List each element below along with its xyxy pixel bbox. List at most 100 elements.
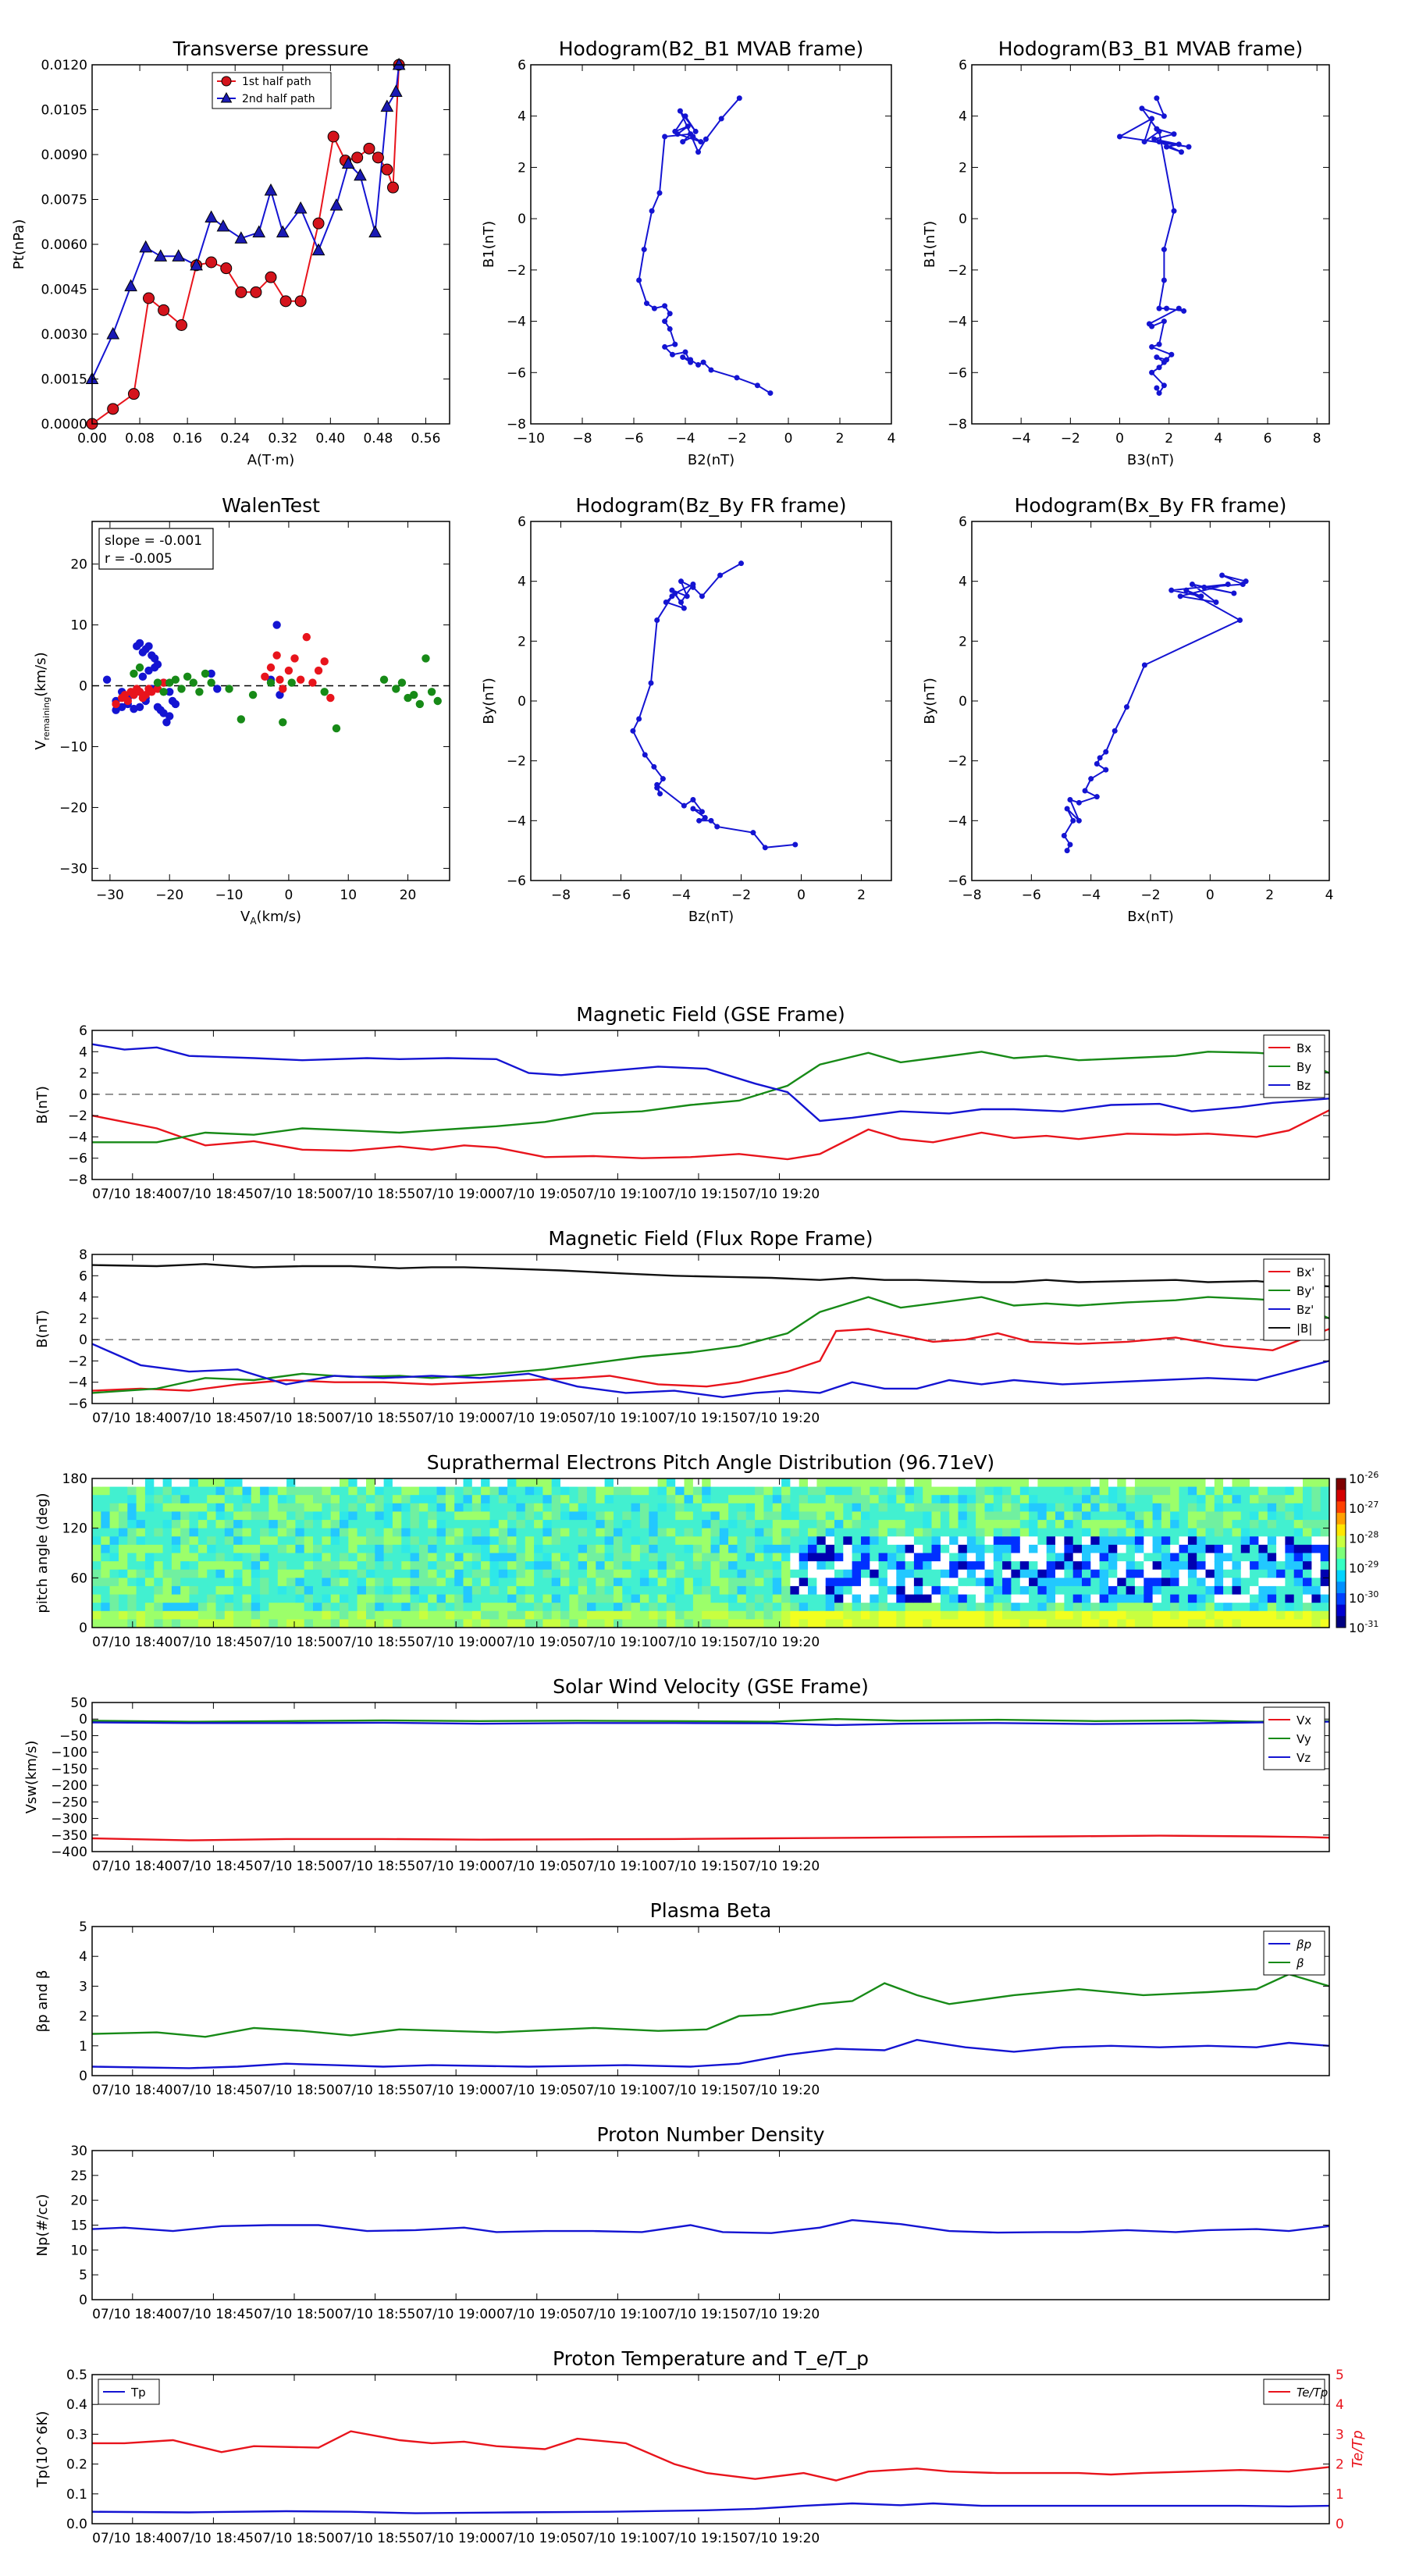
pad-cell xyxy=(728,1503,738,1512)
pad-cell xyxy=(1161,1528,1171,1537)
pad-cell xyxy=(136,1619,146,1628)
pad-title: Suprathermal Electrons Pitch Angle Distr… xyxy=(427,1451,994,1474)
pad-cell xyxy=(834,1578,844,1587)
pad-cell xyxy=(976,1478,985,1488)
hodo1-point xyxy=(667,326,673,332)
pad-cell xyxy=(755,1486,764,1496)
pad-cell xyxy=(197,1478,208,1488)
pad-cell xyxy=(614,1585,623,1596)
pad-cell xyxy=(383,1520,393,1529)
pad-cell xyxy=(330,1569,340,1578)
hodo4-point xyxy=(1094,794,1100,800)
pad-cell xyxy=(454,1478,464,1488)
mag_gse-ytick-label: 4 xyxy=(79,1044,87,1060)
pad-cell xyxy=(428,1511,438,1521)
hodo4-title: Hodogram(Bx_By FR frame) xyxy=(1015,494,1287,517)
mag_gse-time-label: 07/10 19:15 xyxy=(658,1187,738,1202)
pad-cell xyxy=(1055,1511,1065,1521)
pad-cell xyxy=(215,1561,226,1571)
pad-cell xyxy=(269,1585,279,1596)
pad-cell xyxy=(215,1594,226,1603)
pad-cell xyxy=(1223,1561,1232,1571)
pad-cell xyxy=(489,1619,500,1628)
pad-cell xyxy=(825,1503,835,1512)
pad-cell xyxy=(675,1594,685,1603)
pad-cell xyxy=(745,1610,756,1620)
pad-cell xyxy=(719,1495,729,1504)
pad-cell xyxy=(649,1619,659,1628)
mag_gse-legend-label: Bx xyxy=(1297,1041,1311,1055)
pad-cell xyxy=(1311,1594,1321,1603)
pad-cell xyxy=(348,1578,358,1587)
pad-cell xyxy=(657,1578,667,1587)
pad-cell xyxy=(260,1511,269,1521)
pad-cell xyxy=(604,1553,614,1562)
hodo1-point xyxy=(708,367,714,373)
pad-cell xyxy=(1019,1503,1030,1512)
hodo4-point xyxy=(1061,833,1067,838)
pad-cell xyxy=(657,1619,667,1628)
pad-cell xyxy=(1161,1544,1171,1554)
pad-cell xyxy=(614,1486,623,1496)
pad-cell xyxy=(1267,1544,1277,1554)
pad-cell xyxy=(498,1511,508,1521)
pad-cell xyxy=(657,1478,667,1488)
pad-cell xyxy=(418,1578,429,1587)
pad-cell xyxy=(463,1544,473,1554)
pad-cell xyxy=(269,1544,279,1554)
pad-cell xyxy=(1144,1486,1154,1496)
hodo4-point xyxy=(1067,841,1073,848)
pad-cell xyxy=(454,1511,464,1521)
pad-cell xyxy=(410,1561,420,1571)
pad-cell xyxy=(931,1619,941,1628)
pad-cell xyxy=(1187,1520,1197,1529)
pad-cell xyxy=(260,1578,269,1587)
pad-cell xyxy=(436,1603,446,1612)
pad-cell xyxy=(560,1503,570,1512)
pad-cell xyxy=(1320,1553,1329,1562)
pad-cell xyxy=(197,1569,208,1578)
pad-cell xyxy=(1258,1603,1268,1612)
pad-cell xyxy=(1046,1536,1056,1546)
pad-cell xyxy=(1144,1520,1154,1529)
pad-cell xyxy=(666,1578,676,1587)
pad-cell xyxy=(101,1603,111,1612)
pad-cell xyxy=(834,1619,844,1628)
pad-cell xyxy=(808,1486,817,1496)
pad-cell xyxy=(940,1619,950,1628)
pad-cell xyxy=(154,1503,164,1512)
hodo2-ytick-label: 6 xyxy=(959,58,967,73)
pad-cell xyxy=(340,1610,349,1620)
pad-cell xyxy=(834,1520,844,1529)
pad-cell xyxy=(560,1578,570,1587)
pad-cell xyxy=(587,1569,596,1578)
pad-cell xyxy=(366,1553,375,1562)
pad-cell xyxy=(781,1486,791,1496)
pad-cell xyxy=(1117,1603,1127,1612)
pad-cell xyxy=(551,1594,561,1603)
pad-cell xyxy=(737,1486,747,1496)
pad-cell xyxy=(224,1585,234,1596)
pad-cell xyxy=(1240,1486,1250,1496)
pad-cell xyxy=(401,1569,411,1578)
pad-cell xyxy=(1267,1610,1277,1620)
pad-cell xyxy=(348,1594,358,1603)
pad-cell xyxy=(1161,1478,1171,1488)
pad-cell xyxy=(428,1536,438,1546)
pad-cell xyxy=(154,1511,164,1521)
pad-cell xyxy=(392,1528,402,1537)
pad-cell xyxy=(710,1486,720,1496)
beta-plot-frame xyxy=(91,1926,1330,2076)
pad-cell xyxy=(101,1569,111,1578)
pad-cell xyxy=(966,1585,976,1596)
pad-cell xyxy=(710,1561,720,1571)
pad-cell xyxy=(144,1561,155,1571)
pad-cell xyxy=(375,1585,385,1596)
walen-xtick-label: 0 xyxy=(284,888,293,903)
pad-cell xyxy=(534,1553,543,1562)
pad-cell xyxy=(1037,1536,1048,1546)
pad-cell xyxy=(976,1585,985,1596)
pad-cell xyxy=(445,1478,455,1488)
hodo3-xtick-label: −2 xyxy=(731,888,751,903)
hodo2-xtick-label: −2 xyxy=(1061,431,1080,447)
